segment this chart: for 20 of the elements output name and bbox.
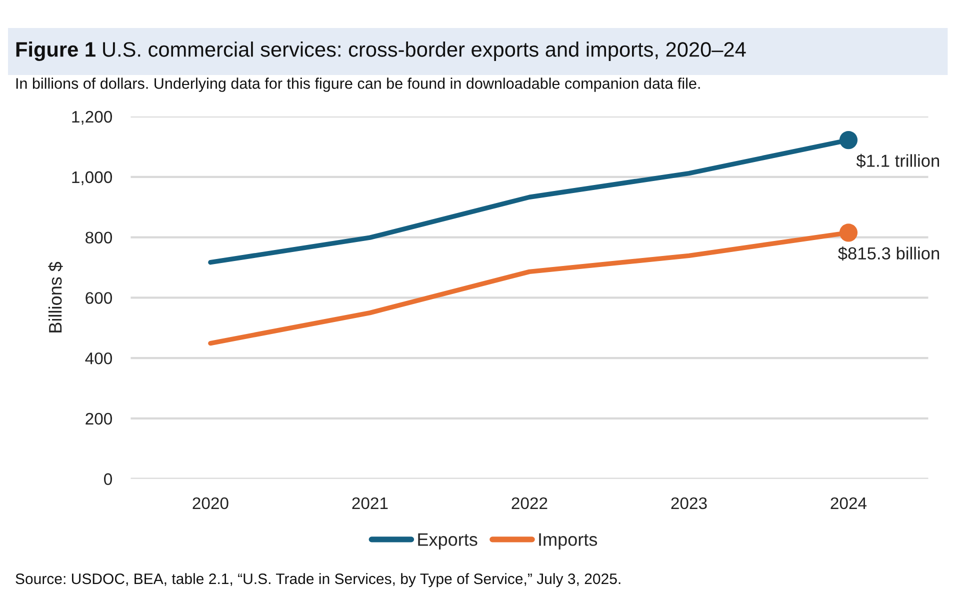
- annotation: $815.3 billion: [838, 246, 940, 261]
- chart-title: Figure 1 U.S. commercial services: cross-border exports and imports, 2020–24: [16, 41, 746, 61]
- x-tick-label: 2020: [192, 497, 228, 510]
- source-note: Source: USDOC, BEA, table 2.1, “U.S. Trade in Services, by Type of Service,” July 3, 2025.: [16, 573, 620, 588]
- x-tick-label: 2021: [352, 497, 388, 510]
- y-tick-label: 1,200: [72, 110, 112, 125]
- legend-label: Imports: [539, 533, 598, 550]
- y-tick-label: 600: [86, 292, 112, 304]
- y-tick-label: 800: [86, 232, 112, 244]
- x-tick-label: 2024: [830, 497, 867, 510]
- annotation: $1.1 trillion: [856, 154, 940, 168]
- y-axis-title: Billions $: [48, 262, 63, 332]
- y-tick-label: 1,000: [72, 171, 112, 186]
- y-tick-label: 200: [86, 412, 112, 425]
- chart-subtitle: In billions of dollars. Underlying data for this figure can be found in downloadable companion data file.: [16, 78, 700, 92]
- x-tick-label: 2023: [671, 497, 707, 510]
- y-tick-label: 400: [85, 352, 112, 364]
- y-tick-label: 0: [104, 473, 112, 486]
- legend-label: Exports: [418, 533, 478, 550]
- x-tick-label: 2022: [512, 497, 548, 510]
